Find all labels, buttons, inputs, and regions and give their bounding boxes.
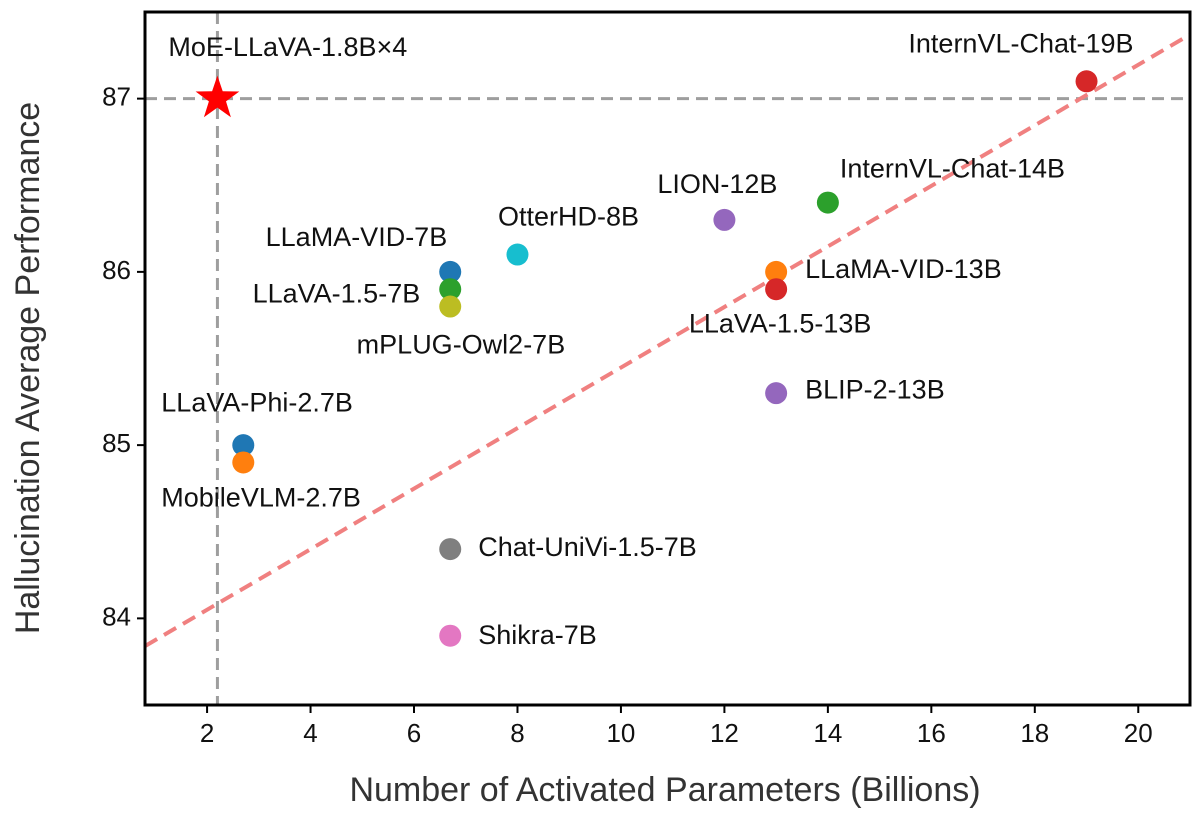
point — [439, 624, 462, 647]
point-label: Shikra-7B — [478, 620, 597, 650]
point — [439, 295, 462, 318]
point — [816, 191, 839, 214]
x-tick-label: 8 — [510, 718, 524, 748]
point-label: LLaMA-VID-7B — [266, 222, 448, 252]
point — [439, 538, 462, 561]
point-label: LLaVA-Phi-2.7B — [161, 387, 353, 417]
y-tick-label: 87 — [102, 82, 131, 112]
point — [439, 260, 462, 283]
point — [232, 434, 255, 457]
point — [765, 260, 788, 283]
point-label: LION-12B — [657, 169, 777, 199]
plot-frame — [143, 10, 1192, 707]
x-tick-label: 6 — [407, 718, 421, 748]
point-label: Chat-UniVi-1.5-7B — [478, 532, 697, 562]
point-label: LLaMA-VID-13B — [805, 254, 1002, 284]
x-tick-label: 18 — [1020, 718, 1049, 748]
star-point — [195, 75, 240, 118]
point-label: InternVL-Chat-14B — [840, 154, 1065, 184]
y-tick-label: 85 — [102, 428, 131, 458]
x-axis-label: Number of Activated Parameters (Billions… — [349, 771, 980, 809]
point-label: mPLUG-Owl2-7B — [357, 330, 566, 360]
point-label: OtterHD-8B — [498, 202, 639, 232]
point — [765, 382, 788, 405]
trend-line — [143, 32, 1192, 648]
x-tick-label: 4 — [303, 718, 317, 748]
point-label: LLaVA-1.5-13B — [689, 308, 872, 338]
x-tick-label: 20 — [1124, 718, 1153, 748]
point-label: BLIP-2-13B — [805, 374, 945, 404]
point-label: InternVL-Chat-19B — [908, 28, 1133, 58]
x-tick-label: 12 — [710, 718, 739, 748]
point — [1075, 70, 1098, 93]
point-label: MoE-LLaVA-1.8B×4 — [168, 32, 407, 62]
point — [765, 278, 788, 301]
point — [506, 243, 529, 266]
point-label: MobileVLM-2.7B — [161, 483, 361, 513]
y-axis-label: Hallucination Average Performance — [9, 102, 47, 634]
point — [713, 208, 736, 231]
y-tick-label: 86 — [102, 255, 131, 285]
x-tick-label: 16 — [917, 718, 946, 748]
point — [439, 278, 462, 301]
x-tick-label: 10 — [606, 718, 635, 748]
point — [232, 451, 255, 474]
point-label: LLaVA-1.5-7B — [253, 278, 421, 308]
y-tick-label: 84 — [102, 601, 131, 631]
x-tick-label: 14 — [813, 718, 842, 748]
x-tick-label: 2 — [200, 718, 214, 748]
